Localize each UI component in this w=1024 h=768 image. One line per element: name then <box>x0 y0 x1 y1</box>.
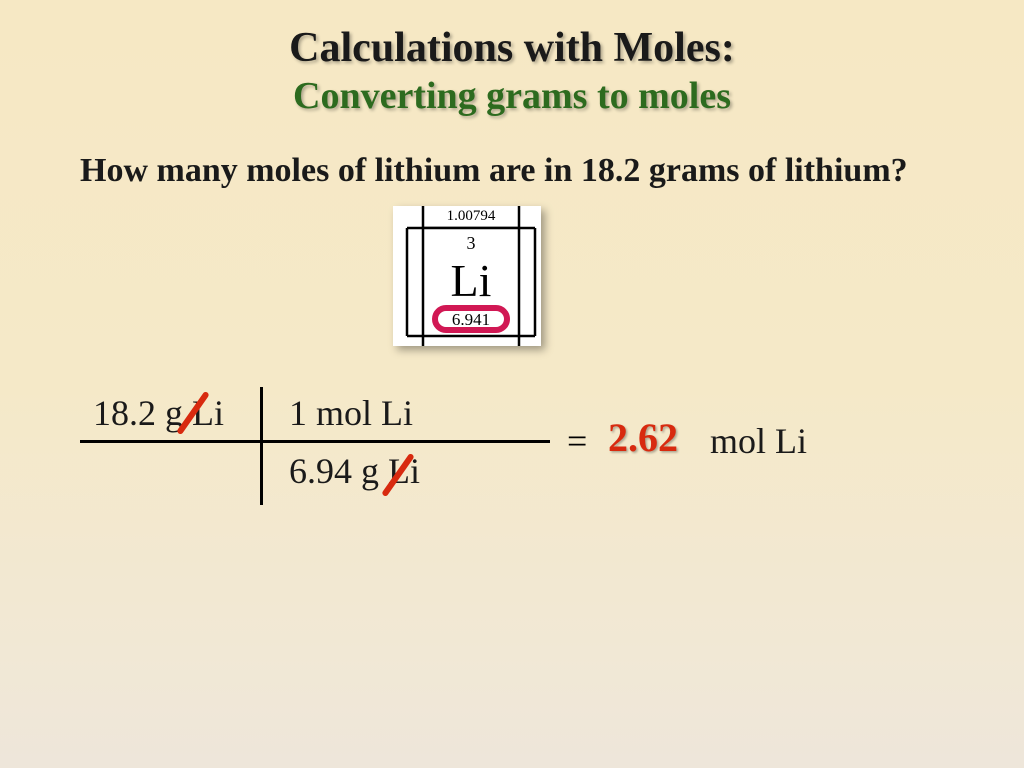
slide-subtitle: Converting grams to moles <box>0 74 1024 118</box>
periodic-cell-svg: 1.00794 3 Li 6.941 <box>393 206 541 346</box>
problem-question: How many moles of lithium are in 18.2 gr… <box>80 148 944 194</box>
slide-title: Calculations with Moles: <box>0 0 1024 72</box>
answer-unit: mol Li <box>710 420 807 462</box>
da-numerator: 1 mol Li <box>271 388 431 438</box>
t-chart-divider <box>260 387 263 505</box>
element-symbol: Li <box>451 255 492 306</box>
da-given: 18.2 g Li <box>75 388 242 438</box>
above-mass: 1.00794 <box>447 208 496 224</box>
atomic-number: 3 <box>467 233 476 253</box>
equals-sign: = <box>567 420 587 462</box>
periodic-table-cell: 1.00794 3 Li 6.941 <box>393 206 541 346</box>
answer-value: 2.62 <box>608 414 678 461</box>
da-denominator: 6.94 g Li <box>271 446 438 496</box>
fraction-bar <box>80 440 550 443</box>
atomic-mass: 6.941 <box>452 310 490 329</box>
